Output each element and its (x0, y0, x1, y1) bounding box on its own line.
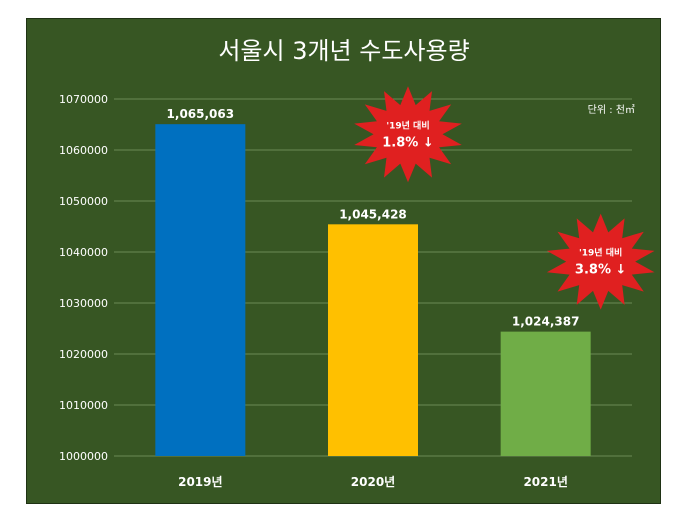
bars (155, 124, 591, 456)
callout-bursts: '19년 대비 1.8% ↓ '19년 대비 3.8% ↓ (354, 86, 655, 310)
chart-frame: 서울시 3개년 수도사용량 단위 : 천㎥ 1000000 1010000 1020… (26, 18, 661, 504)
bar-2021년 (500, 331, 591, 456)
callout-line2: 3.8% ↓ (575, 263, 626, 278)
x-axis-labels: 2019년 2020년 2021년 (178, 475, 568, 489)
x-category-label: 2019년 (178, 475, 222, 489)
bar-2020년 (328, 224, 418, 456)
data-label: 1,065,063 (167, 107, 235, 121)
chart-title: 서울시 3개년 수도사용량 (218, 37, 469, 65)
data-label: 1,045,428 (339, 207, 407, 221)
callout-burst: '19년 대비 3.8% ↓ (546, 213, 655, 310)
y-tick-label: 1030000 (59, 297, 108, 310)
y-tick-label: 1060000 (59, 144, 108, 157)
y-tick-label: 1000000 (59, 450, 108, 463)
unit-label: 단위 : 천㎥ (588, 103, 635, 116)
x-category-label: 2020년 (351, 475, 395, 489)
x-category-label: 2021년 (523, 475, 567, 489)
starburst-shape (354, 86, 462, 183)
data-labels: 1,065,063 1,045,428 1,024,387 (167, 107, 580, 328)
callout-burst: '19년 대비 1.8% ↓ (354, 86, 462, 183)
starburst-shape (546, 213, 655, 310)
callout-line2: 1.8% ↓ (382, 135, 433, 150)
y-tick-label: 1010000 (59, 399, 108, 412)
y-axis-ticks: 1000000 1010000 1020000 1030000 1040000 10500… (59, 93, 108, 463)
bar-chart: 서울시 3개년 수도사용량 단위 : 천㎥ 1000000 1010000 1020… (59, 37, 655, 489)
y-tick-label: 1050000 (59, 195, 108, 208)
y-tick-label: 1020000 (59, 348, 108, 361)
bar-2019년 (155, 124, 246, 456)
y-tick-label: 1070000 (59, 93, 108, 106)
data-label: 1,024,387 (512, 315, 580, 329)
callout-line1: '19년 대비 (579, 247, 622, 259)
y-tick-label: 1040000 (59, 246, 108, 259)
callout-line1: '19년 대비 (386, 119, 429, 131)
